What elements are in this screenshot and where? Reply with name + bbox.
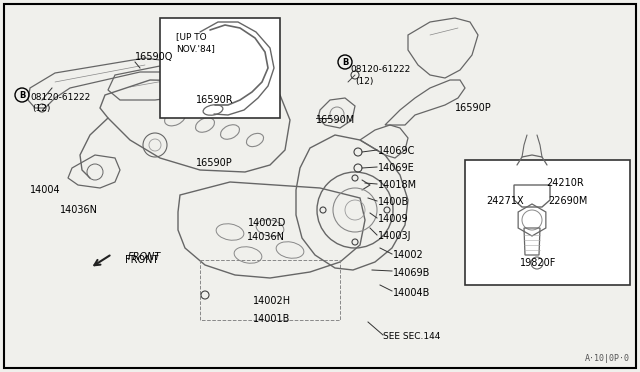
Text: 14069E: 14069E xyxy=(378,163,415,173)
Text: 14018M: 14018M xyxy=(378,180,417,190)
Text: 16590P: 16590P xyxy=(196,158,232,168)
Text: 14069C: 14069C xyxy=(378,146,415,156)
Text: 24210R: 24210R xyxy=(546,178,584,188)
Text: 14002D: 14002D xyxy=(248,218,286,228)
Text: 19820F: 19820F xyxy=(520,258,556,268)
Text: 14004: 14004 xyxy=(30,185,61,195)
Text: (12): (12) xyxy=(355,77,373,86)
Text: 14036N: 14036N xyxy=(247,232,285,242)
Text: 14002H: 14002H xyxy=(253,296,291,306)
Text: 14002: 14002 xyxy=(393,250,424,260)
Text: [UP TO: [UP TO xyxy=(176,32,207,41)
Text: 14036N: 14036N xyxy=(60,205,98,215)
Text: 16590Q: 16590Q xyxy=(135,52,173,62)
Text: 1400B: 1400B xyxy=(378,197,409,207)
Text: 08120-61222: 08120-61222 xyxy=(350,65,410,74)
Text: 14069B: 14069B xyxy=(393,268,430,278)
Text: NOV.'84]: NOV.'84] xyxy=(176,44,215,53)
Text: B: B xyxy=(19,90,25,99)
Text: A·10|0P·0: A·10|0P·0 xyxy=(585,354,630,363)
Text: 14001B: 14001B xyxy=(253,314,291,324)
Text: 16590P: 16590P xyxy=(455,103,492,113)
Text: 08120-61222: 08120-61222 xyxy=(30,93,90,102)
Text: 22690M: 22690M xyxy=(548,196,588,206)
Bar xyxy=(160,18,280,118)
Bar xyxy=(465,160,630,285)
Text: FRONT: FRONT xyxy=(128,252,161,262)
Text: FRONT: FRONT xyxy=(125,255,158,265)
Text: 16590M: 16590M xyxy=(316,115,355,125)
Text: (12): (12) xyxy=(32,104,51,113)
Bar xyxy=(200,260,340,320)
Text: 16590R: 16590R xyxy=(196,95,234,105)
Text: 14003J: 14003J xyxy=(378,231,412,241)
Text: B: B xyxy=(342,58,348,67)
Text: 24271X: 24271X xyxy=(486,196,524,206)
Text: 14009: 14009 xyxy=(378,214,408,224)
Text: 14004B: 14004B xyxy=(393,288,430,298)
Text: SEE SEC.144: SEE SEC.144 xyxy=(383,332,440,341)
